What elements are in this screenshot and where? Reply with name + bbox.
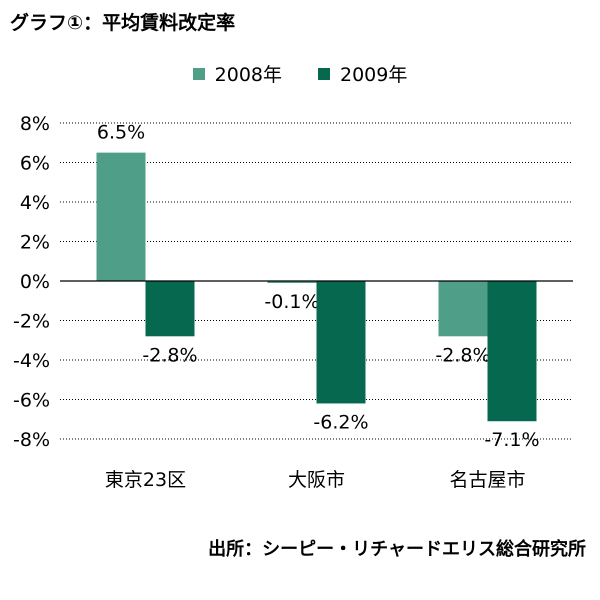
bar-chart: 8% 6% 4% 2% 0% -2% -4% -6% -8% 6.5% -2.8% 東京23区 -0.1… xyxy=(13,113,573,491)
legend: 2008年 2009年 xyxy=(0,60,600,87)
data-label: -7.1% xyxy=(484,429,539,451)
y-tick-label: 0% xyxy=(20,271,50,293)
data-label: -6.2% xyxy=(313,411,368,433)
bar-2008 xyxy=(96,152,146,281)
data-label: -2.8% xyxy=(435,344,490,366)
y-tick-label: -6% xyxy=(13,390,50,412)
legend-label-2009: 2009年 xyxy=(340,64,408,86)
legend-item-2009: 2009年 xyxy=(318,60,407,87)
chart-title: グラフ①：平均賃料改定率 xyxy=(10,12,236,34)
data-label: -0.1% xyxy=(264,291,319,313)
y-tick-label: -4% xyxy=(13,350,50,372)
y-tick-label: 8% xyxy=(20,113,50,135)
y-tick-label: 2% xyxy=(20,232,50,254)
legend-label-2008: 2008年 xyxy=(214,64,282,86)
legend-item-2008: 2008年 xyxy=(192,60,282,87)
bar-2009 xyxy=(487,281,537,422)
bar-2009 xyxy=(316,281,366,404)
y-tick-label: 6% xyxy=(20,153,50,175)
bar-2008 xyxy=(267,281,317,283)
bar-2008 xyxy=(438,281,488,337)
legend-swatch-2008 xyxy=(192,67,205,80)
x-tick-label: 東京23区 xyxy=(105,469,186,491)
x-tick-label: 大阪市 xyxy=(288,469,345,491)
y-tick-label: -2% xyxy=(13,311,50,333)
bar-2009 xyxy=(145,281,195,337)
y-tick-label: 4% xyxy=(20,192,50,214)
legend-swatch-2009 xyxy=(318,67,330,80)
data-label: -2.8% xyxy=(142,344,197,366)
source-note: 出所：シーピー・リチャードエリス総合研究所 xyxy=(208,539,586,560)
x-tick-label: 名古屋市 xyxy=(449,469,525,491)
data-label: 6.5% xyxy=(97,122,145,144)
y-tick-label: -8% xyxy=(13,429,50,451)
